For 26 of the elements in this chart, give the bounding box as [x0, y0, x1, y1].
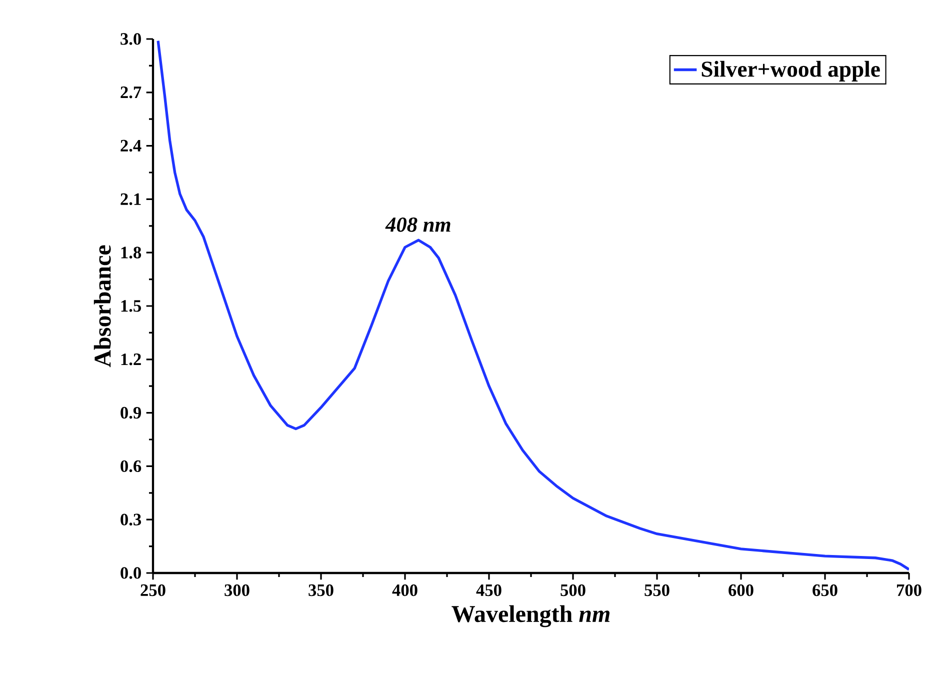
x-tick-label: 450: [476, 584, 502, 596]
y-tick-label: 0.0: [120, 567, 141, 579]
x-tick-label: 600: [728, 584, 754, 596]
y-tick-label: 0.6: [120, 460, 142, 472]
x-tick-label: 250: [140, 584, 166, 596]
x-tick-label: 550: [644, 584, 670, 596]
legend-label: Silver+wood apple: [702, 60, 880, 82]
y-axis-title: Absorbance: [94, 245, 111, 368]
y-tick-label: 0.3: [120, 514, 142, 526]
x-tick-label: 300: [224, 584, 250, 596]
x-tick-label: 500: [560, 584, 586, 596]
x-tick-label: 350: [308, 584, 334, 596]
annotation: 408 nm: [385, 217, 450, 232]
y-tick-label: 0.9: [120, 406, 142, 419]
y-tick-label: 2.7: [120, 86, 142, 98]
y-tick-label: 2.1: [120, 193, 141, 206]
x-axis-title: Wavelength nm: [452, 605, 610, 628]
x-tick-label: 650: [812, 584, 838, 596]
line-series: [156, 39, 910, 571]
y-tick-label: 1.8: [121, 246, 142, 258]
y-tick-label: 2.4: [120, 140, 142, 152]
y-tick-label: 1.2: [121, 354, 141, 366]
x-tick-label: 400: [392, 584, 418, 596]
y-tick-label: 1.5: [121, 300, 141, 312]
x-tick-label: 700: [896, 584, 922, 596]
y-tick-label: 3.0: [120, 33, 141, 45]
